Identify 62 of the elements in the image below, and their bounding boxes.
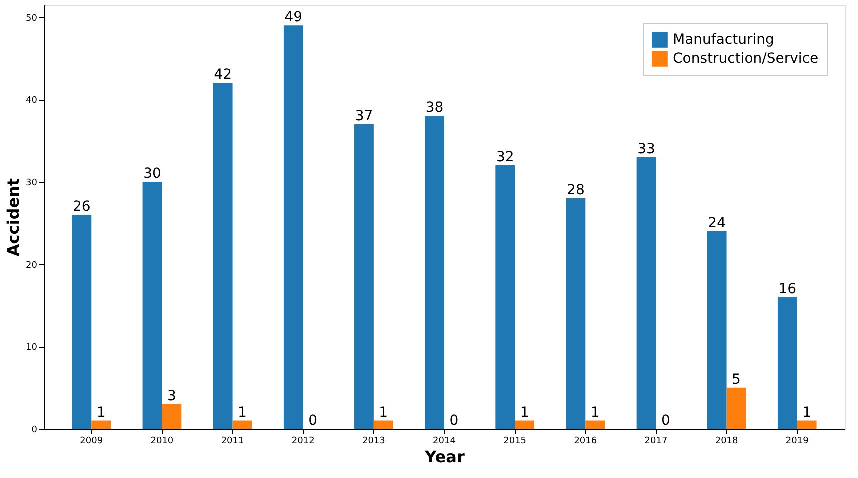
data-label: 37 (355, 108, 374, 124)
data-label: 0 (661, 413, 670, 429)
x-tick-label: 2012 (292, 436, 315, 446)
legend-label: Construction/Service (673, 51, 819, 67)
x-tick-label: 2016 (574, 436, 598, 446)
x-tick-label: 2017 (644, 436, 668, 446)
data-label: 1 (802, 404, 812, 421)
bar (726, 388, 746, 429)
data-label: 1 (238, 404, 247, 421)
x-tick-label: 2019 (786, 436, 810, 446)
y-tick-label: 30 (26, 178, 38, 189)
bar (496, 166, 516, 429)
data-label: 1 (379, 404, 388, 421)
bar (778, 297, 798, 429)
data-label: 1 (590, 404, 600, 421)
bar (162, 404, 182, 429)
data-label: 30 (144, 166, 162, 182)
bar (92, 420, 112, 429)
y-tick-label: 10 (26, 343, 38, 354)
bar (142, 182, 162, 429)
data-label: 5 (732, 372, 741, 388)
bar (566, 198, 586, 429)
bar (707, 231, 727, 429)
data-label: 32 (496, 150, 514, 166)
data-label: 16 (778, 281, 797, 298)
data-label: 38 (426, 100, 444, 116)
x-tick-label: 2015 (504, 436, 527, 446)
data-label: 1 (96, 404, 106, 421)
bar (213, 83, 233, 429)
bar (425, 116, 444, 429)
bar (586, 420, 606, 429)
bar (636, 157, 656, 429)
data-label: 0 (308, 413, 318, 429)
y-axis-title: Accident (4, 178, 24, 257)
bar (232, 420, 252, 429)
data-label: 49 (284, 10, 303, 26)
data-label: 0 (450, 413, 459, 429)
bar (515, 420, 534, 429)
data-label: 33 (638, 141, 656, 158)
data-label: 24 (708, 215, 726, 232)
y-tick-label: 20 (26, 260, 38, 271)
y-tick-label: 50 (26, 14, 38, 24)
bar (72, 214, 92, 429)
data-label: 26 (73, 198, 91, 215)
x-tick-label: 2018 (715, 436, 739, 446)
y-tick-label: 0 (32, 426, 38, 436)
bar (284, 26, 304, 429)
y-tick-label: 40 (26, 96, 38, 106)
data-label: 1 (520, 404, 530, 421)
x-tick-label: 2014 (433, 436, 456, 446)
data-label: 28 (567, 182, 585, 198)
x-tick-label: 2013 (362, 436, 386, 446)
x-tick-label: 2009 (80, 436, 104, 446)
bar (797, 420, 817, 429)
bar (354, 124, 374, 429)
legend-label: Manufacturing (673, 32, 774, 48)
x-tick-label: 2011 (221, 436, 244, 446)
x-axis-title: Year (424, 448, 465, 466)
data-label: 42 (214, 67, 232, 84)
bar (374, 420, 394, 429)
x-tick-label: 2010 (150, 436, 174, 446)
data-label: 3 (167, 388, 176, 404)
